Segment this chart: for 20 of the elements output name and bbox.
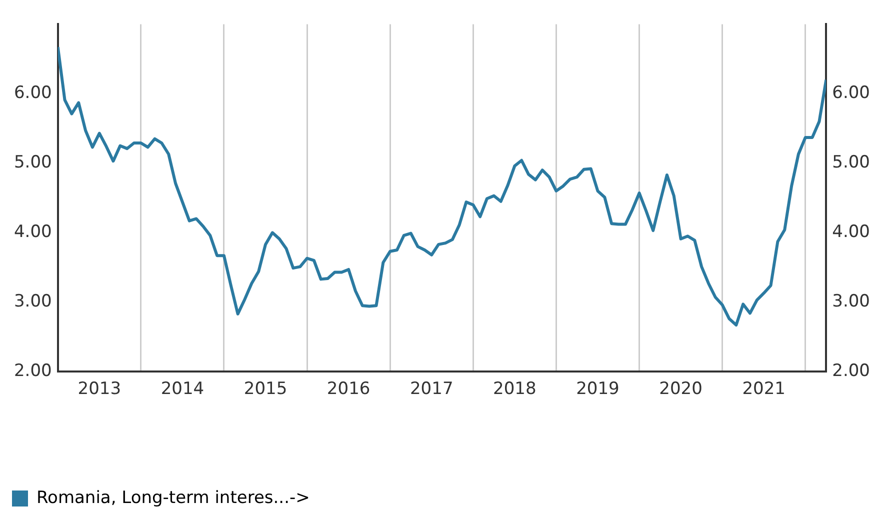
x-tick-label: 2020 — [659, 379, 702, 400]
y2-tick-label: 3.00 — [832, 292, 870, 312]
x-tick-label: 2018 — [493, 379, 536, 400]
x-tick-label: 2017 — [410, 379, 454, 400]
legend-label: Romania, Long-term interes...-> — [36, 488, 310, 508]
y-tick-label: 2.00 — [14, 361, 52, 382]
y2-tick-label: 4.00 — [832, 222, 870, 242]
y-tick-label: 6.00 — [14, 83, 52, 104]
x-tick-label: 2021 — [742, 379, 786, 400]
y-tick-label: 4.00 — [14, 222, 52, 242]
y2-tick-label: 6.00 — [832, 83, 870, 104]
x-tick-label: 2019 — [576, 379, 620, 400]
y-tick-label: 3.00 — [14, 292, 52, 312]
y2-tick-label: 2.00 — [832, 361, 870, 382]
x-tick-label: 2013 — [78, 379, 122, 400]
y2-tick-label: 5.00 — [832, 152, 870, 173]
x-tick-label: 2015 — [244, 379, 288, 400]
y-tick-label: 5.00 — [14, 152, 52, 173]
x-tick-label: 2016 — [326, 379, 370, 400]
x-tick-label: 2014 — [160, 379, 204, 400]
